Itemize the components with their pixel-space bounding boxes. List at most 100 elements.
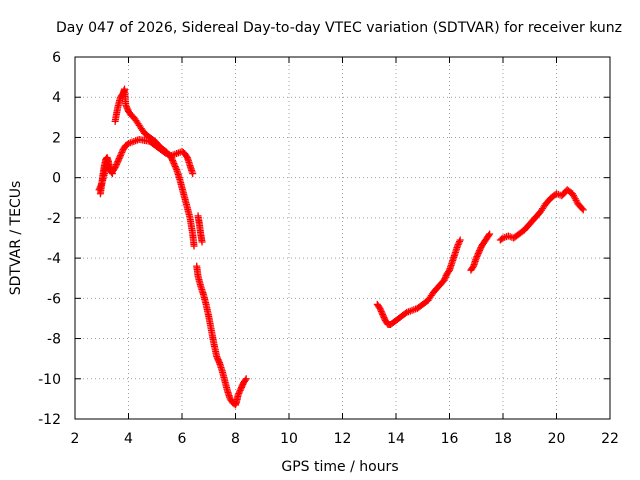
data-point <box>440 276 448 284</box>
data-point <box>486 230 494 238</box>
data-point <box>172 164 180 172</box>
data-point <box>475 248 483 256</box>
data-point <box>476 247 484 255</box>
x-tick-label: 12 <box>334 431 352 447</box>
x-tick-label: 8 <box>231 431 240 447</box>
y-tick-label: -6 <box>47 291 61 307</box>
data-point <box>237 385 245 393</box>
x-tick-label: 6 <box>178 431 187 447</box>
data-point <box>454 241 462 249</box>
series-arc-2 <box>96 154 116 198</box>
data-point <box>472 254 480 262</box>
data-point <box>578 205 586 213</box>
x-tick-label: 2 <box>71 431 80 447</box>
data-point <box>376 304 384 312</box>
series-arc-5 <box>193 262 250 409</box>
y-axis-title: SDTVAR / TECUs <box>8 181 24 296</box>
data-point <box>377 307 385 315</box>
x-tick-label: 18 <box>494 431 512 447</box>
y-tick-label: -8 <box>47 332 61 348</box>
series-arc-8 <box>496 186 587 244</box>
data-point <box>113 159 121 167</box>
data-point <box>242 375 250 383</box>
data-point <box>168 155 176 163</box>
data-point <box>454 242 462 250</box>
series-arc-7 <box>467 230 494 274</box>
y-tick-labels: 6 4 2 0 -2 -4 -6 -8 -10 -12 <box>38 50 61 428</box>
x-tick-label: 16 <box>441 431 459 447</box>
data-point <box>122 101 130 109</box>
data-point <box>238 383 246 391</box>
grid-lines <box>75 57 610 419</box>
y-tick-label: -2 <box>47 211 61 227</box>
data-point <box>379 312 387 320</box>
data-point <box>485 231 493 239</box>
x-tick-label: 14 <box>387 431 405 447</box>
y-tick-label: 6 <box>52 50 61 66</box>
x-axis-title: GPS time / hours <box>281 459 398 475</box>
data-point <box>234 391 242 399</box>
data-point <box>474 251 482 259</box>
data-point <box>474 250 482 258</box>
data-point <box>579 206 587 214</box>
data-point <box>112 161 120 169</box>
data-point <box>167 154 175 162</box>
data-point <box>108 170 116 178</box>
data-point <box>235 389 243 397</box>
data-point <box>236 388 244 396</box>
data-point <box>169 158 177 166</box>
data-point <box>401 309 409 317</box>
x-tick-label: 4 <box>124 431 133 447</box>
data-point <box>379 310 387 318</box>
data-point <box>380 313 388 321</box>
data-point <box>236 386 244 394</box>
data-point <box>123 140 131 148</box>
y-tick-label: -4 <box>47 251 61 267</box>
series-arc-4 <box>194 212 206 246</box>
data-point <box>456 236 464 244</box>
y-tick-label: 4 <box>52 90 61 106</box>
plot-frame <box>74 56 611 420</box>
data-point <box>171 163 179 171</box>
data-point <box>123 104 131 112</box>
y-tick-label: 2 <box>52 130 61 146</box>
data-point <box>114 156 122 164</box>
data-point <box>441 275 449 283</box>
data-point <box>498 235 506 243</box>
data-point <box>215 357 223 365</box>
data-point <box>456 238 464 246</box>
data-point <box>473 253 481 261</box>
data-point <box>116 152 124 160</box>
y-tick-label: 0 <box>52 171 61 187</box>
data-point <box>115 155 123 163</box>
data-point <box>238 382 246 390</box>
data-point <box>112 162 120 170</box>
series-arc-6 <box>373 236 464 328</box>
series-arc-3 <box>111 85 198 250</box>
data-point <box>171 161 179 169</box>
data-point <box>170 160 178 168</box>
data-point <box>214 356 222 364</box>
data-point <box>189 170 197 178</box>
data-point <box>118 149 126 157</box>
data-point <box>213 354 221 362</box>
x-tick-label: 22 <box>601 431 619 447</box>
data-point <box>213 353 221 361</box>
y-tick-label: -10 <box>38 372 61 388</box>
data-point <box>377 306 385 314</box>
data-point <box>241 376 249 384</box>
data-point <box>122 103 130 111</box>
data-point <box>169 157 177 165</box>
x-tick-labels: 2 4 6 8 10 12 14 16 18 20 22 <box>71 431 619 447</box>
data-point <box>198 238 206 246</box>
x-tick-label: 10 <box>280 431 298 447</box>
data-point <box>116 153 124 161</box>
data-point <box>117 150 125 158</box>
y-tick-label: -12 <box>38 412 61 428</box>
data-points <box>95 85 587 409</box>
data-point <box>114 158 122 166</box>
data-point <box>378 309 386 317</box>
data-point <box>108 169 116 177</box>
data-point <box>441 273 449 281</box>
